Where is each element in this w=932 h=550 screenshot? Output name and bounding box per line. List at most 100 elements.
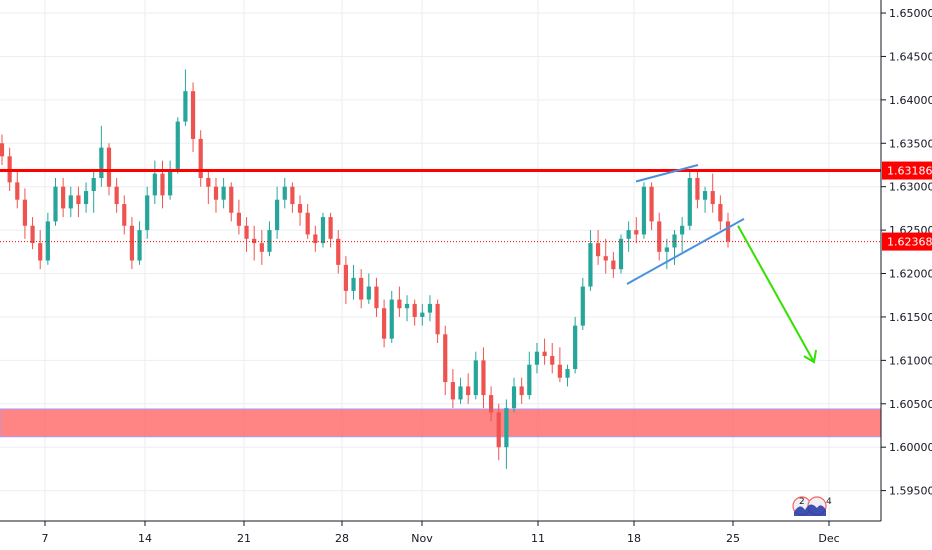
xtick-label: 14 bbox=[138, 532, 152, 545]
candle bbox=[611, 251, 616, 278]
candle-body bbox=[649, 186, 654, 222]
time-axis[interactable]: 7 14 21 28 Nov 11 18 25 Dec bbox=[42, 521, 840, 545]
candle-body bbox=[710, 191, 715, 205]
candle-body bbox=[527, 364, 532, 396]
candle-body bbox=[695, 178, 700, 200]
candle-body bbox=[30, 225, 35, 244]
candle bbox=[481, 347, 486, 409]
candle bbox=[588, 230, 593, 291]
candle-body bbox=[305, 212, 310, 235]
candle bbox=[221, 178, 226, 209]
ytick-label: 1.59500 bbox=[889, 485, 932, 498]
candle bbox=[649, 182, 654, 231]
candle bbox=[366, 273, 371, 304]
candle bbox=[168, 160, 173, 200]
candle-body bbox=[420, 312, 425, 317]
candle-body bbox=[45, 221, 50, 261]
candle-body bbox=[290, 186, 295, 205]
xtick-label: Dec bbox=[818, 532, 839, 545]
candle-body bbox=[229, 186, 234, 213]
candle-body bbox=[404, 303, 410, 309]
candle bbox=[229, 182, 234, 222]
svg-text:2: 2 bbox=[799, 497, 805, 507]
candle-body bbox=[504, 408, 509, 448]
candle-body bbox=[129, 225, 135, 261]
candle bbox=[53, 178, 58, 226]
xtick-label: 11 bbox=[531, 532, 545, 545]
candle-body bbox=[519, 386, 524, 396]
candle-body bbox=[511, 386, 517, 409]
candle-body bbox=[573, 325, 578, 370]
candle bbox=[129, 217, 135, 270]
candle-body bbox=[252, 238, 257, 244]
candle bbox=[420, 303, 425, 326]
candle-body bbox=[244, 225, 249, 239]
candle-body bbox=[152, 173, 157, 196]
candle-body bbox=[672, 234, 677, 248]
candle-body bbox=[206, 178, 211, 187]
candle-body bbox=[275, 199, 280, 231]
candle bbox=[328, 212, 333, 248]
candle-body bbox=[534, 351, 540, 365]
price-axis[interactable]: 1.650001.645001.640001.635001.630001.625… bbox=[881, 7, 932, 498]
ytick-label: 1.61000 bbox=[889, 354, 932, 367]
candle bbox=[412, 299, 417, 326]
candle-body bbox=[466, 386, 471, 396]
xtick-label: 21 bbox=[237, 532, 251, 545]
candle bbox=[641, 182, 647, 239]
candle bbox=[626, 221, 631, 252]
candle bbox=[160, 160, 165, 209]
candle bbox=[718, 195, 723, 231]
candle-body bbox=[611, 260, 616, 270]
candle bbox=[473, 351, 478, 400]
candle-body bbox=[595, 243, 601, 257]
candle bbox=[91, 169, 96, 213]
candle bbox=[550, 342, 555, 374]
candle bbox=[634, 217, 639, 244]
price-tag-last-price: 1.62368 bbox=[882, 232, 932, 251]
candle bbox=[359, 269, 364, 309]
candle-body bbox=[550, 356, 555, 365]
candle-body bbox=[114, 186, 119, 205]
candle bbox=[99, 125, 104, 187]
candle bbox=[710, 173, 715, 213]
candle-body bbox=[488, 395, 494, 413]
channel-upper-line bbox=[635, 164, 699, 183]
ytick-label: 1.64500 bbox=[889, 50, 932, 63]
candle bbox=[657, 212, 662, 261]
candle bbox=[466, 373, 471, 404]
candle bbox=[695, 169, 700, 209]
candle bbox=[519, 377, 524, 404]
candle bbox=[458, 377, 463, 404]
candle-body bbox=[481, 360, 486, 396]
xtick-label: 18 bbox=[627, 532, 641, 545]
candle bbox=[76, 186, 81, 218]
candle bbox=[198, 130, 203, 187]
candle-body bbox=[657, 221, 662, 252]
candle bbox=[687, 169, 692, 231]
candle-body bbox=[443, 334, 448, 383]
candle bbox=[22, 188, 28, 239]
candle-body bbox=[382, 308, 387, 339]
xtick-label: 28 bbox=[335, 532, 349, 545]
candle-body bbox=[351, 277, 356, 291]
candle-body bbox=[359, 277, 364, 300]
price-tag-bg bbox=[882, 161, 932, 180]
candle-body bbox=[374, 286, 379, 309]
candle bbox=[83, 182, 89, 213]
candle-body bbox=[542, 351, 547, 357]
price-tag-label: 1.63186 bbox=[887, 165, 932, 178]
candle-body bbox=[450, 382, 455, 400]
candle-body bbox=[725, 221, 731, 242]
price-tag-bg bbox=[882, 232, 932, 251]
candle bbox=[267, 221, 272, 257]
candle bbox=[504, 399, 509, 469]
candle-body bbox=[99, 147, 104, 179]
candle bbox=[15, 171, 20, 209]
candle-body bbox=[603, 256, 608, 261]
candle bbox=[259, 230, 264, 265]
candle-body bbox=[320, 217, 326, 244]
candle bbox=[0, 134, 5, 165]
candle bbox=[336, 230, 341, 274]
